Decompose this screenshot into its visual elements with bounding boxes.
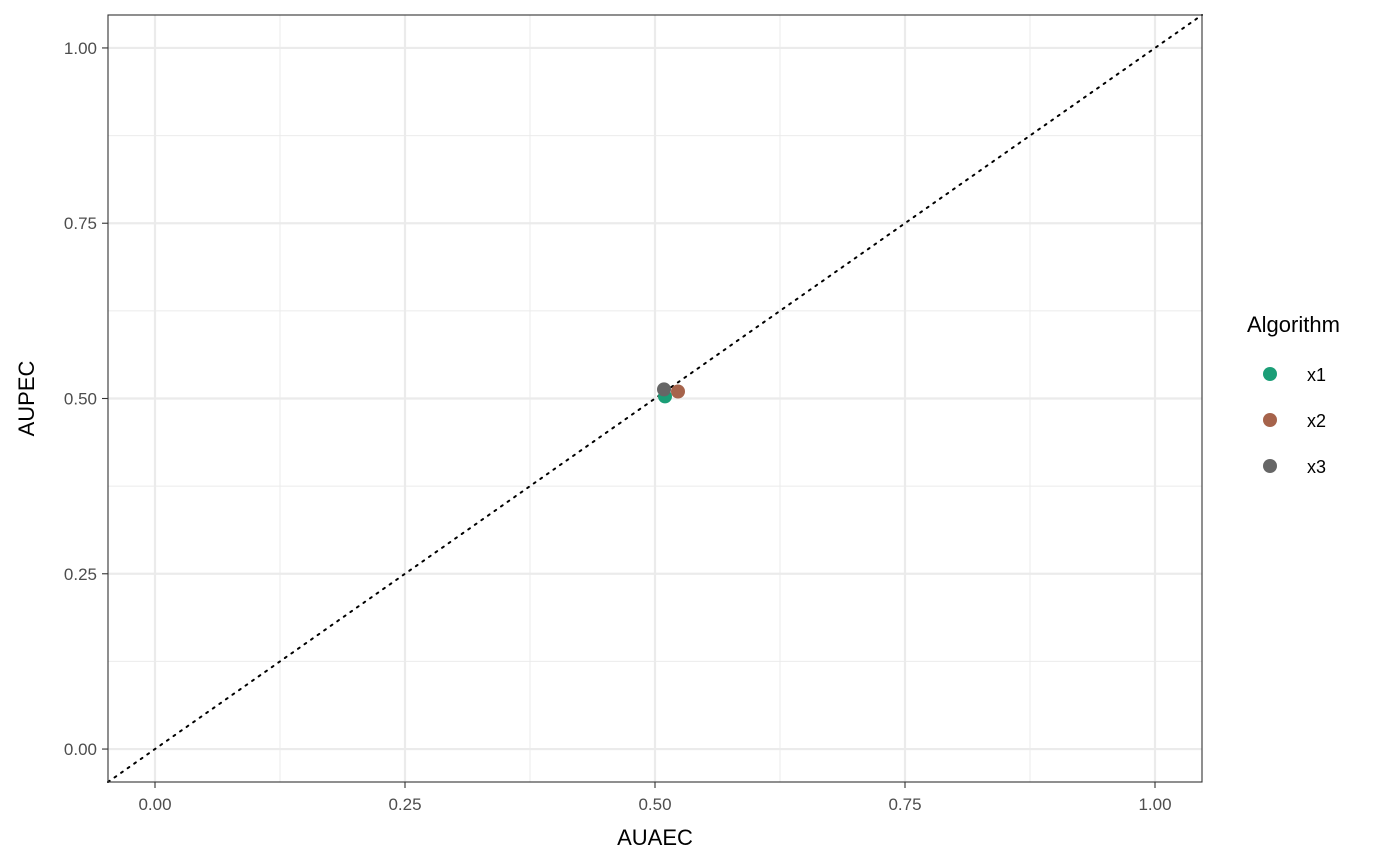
legend-key-x1 — [1263, 367, 1277, 381]
major-gridlines — [108, 15, 1202, 782]
x-tick-label: 1.00 — [1138, 795, 1171, 814]
x-axis-ticks: 0.00 0.25 0.50 0.75 1.00 — [138, 782, 1172, 814]
legend-key-x2 — [1263, 413, 1277, 427]
y-tick-label: 1.00 — [64, 39, 97, 58]
reference-line — [107, 14, 1203, 783]
legend-label-x3: x3 — [1307, 457, 1326, 477]
y-tick-label: 0.00 — [64, 740, 97, 759]
data-point-x3 — [657, 382, 671, 397]
data-point-x2 — [671, 384, 685, 399]
data-points — [657, 382, 685, 404]
y-tick-label: 0.25 — [64, 565, 97, 584]
legend-title: Algorithm — [1247, 312, 1340, 337]
x-tick-label: 0.50 — [638, 795, 671, 814]
x-tick-label: 0.00 — [138, 795, 171, 814]
legend-label-x1: x1 — [1307, 365, 1326, 385]
y-axis-ticks: 0.00 0.25 0.50 0.75 1.00 — [64, 39, 108, 759]
y-axis-title: AUPEC — [14, 360, 39, 436]
x-axis-title: AUAEC — [617, 825, 693, 850]
legend-label-x2: x2 — [1307, 411, 1326, 431]
x-tick-label: 0.75 — [888, 795, 921, 814]
legend-items: x1 x2 x3 — [1263, 365, 1326, 477]
y-tick-label: 0.50 — [64, 390, 97, 409]
legend-key-x3 — [1263, 459, 1277, 473]
legend: Algorithm x1 x2 x3 — [1247, 312, 1340, 477]
reference-line-layer — [107, 14, 1203, 783]
y-tick-label: 0.75 — [64, 214, 97, 233]
x-tick-label: 0.25 — [388, 795, 421, 814]
